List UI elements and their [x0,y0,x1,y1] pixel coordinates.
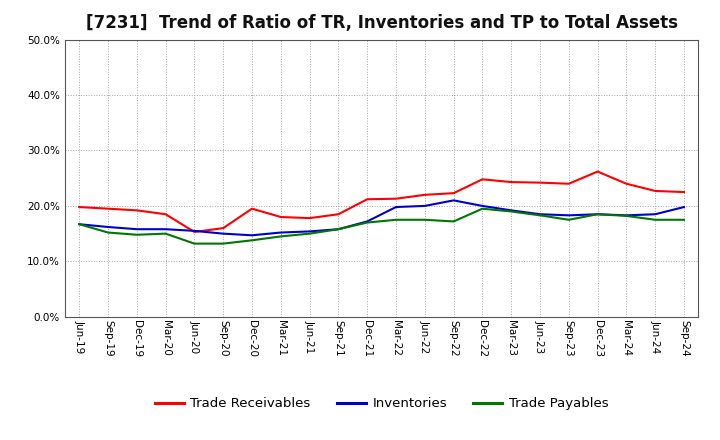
Trade Receivables [680,189,688,194]
Inventories [622,213,631,218]
Trade Receivables [363,197,372,202]
Trade Payables [507,209,516,214]
Trade Payables [305,231,314,236]
Trade Payables [75,222,84,227]
Inventories [651,212,660,217]
Trade Payables [104,230,112,235]
Line: Trade Payables: Trade Payables [79,209,684,244]
Trade Receivables [593,169,602,174]
Inventories [104,224,112,230]
Trade Receivables [392,196,400,202]
Inventories [219,231,228,236]
Trade Payables [392,217,400,222]
Trade Receivables [161,212,170,217]
Trade Receivables [248,206,256,211]
Inventories [248,233,256,238]
Inventories [132,227,141,232]
Inventories [161,227,170,232]
Inventories [593,212,602,217]
Trade Receivables [536,180,544,185]
Inventories [564,213,573,218]
Trade Receivables [219,225,228,231]
Inventories [392,205,400,210]
Line: Trade Receivables: Trade Receivables [79,172,684,232]
Trade Receivables [507,180,516,185]
Inventories [276,230,285,235]
Trade Payables [219,241,228,246]
Inventories [363,219,372,224]
Trade Receivables [651,188,660,194]
Trade Payables [363,220,372,225]
Inventories [75,222,84,227]
Inventories [420,203,429,209]
Inventories [334,227,343,232]
Trade Receivables [420,192,429,198]
Trade Receivables [104,206,112,211]
Trade Receivables [478,177,487,182]
Trade Payables [478,206,487,211]
Title: [7231]  Trend of Ratio of TR, Inventories and TP to Total Assets: [7231] Trend of Ratio of TR, Inventories… [86,15,678,33]
Inventories [507,208,516,213]
Trade Receivables [75,205,84,210]
Trade Payables [536,213,544,218]
Trade Payables [449,219,458,224]
Trade Payables [593,212,602,217]
Trade Payables [132,232,141,238]
Trade Payables [276,234,285,239]
Inventories [190,228,199,234]
Trade Payables [564,217,573,222]
Inventories [536,212,544,217]
Trade Receivables [564,181,573,187]
Trade Receivables [276,214,285,220]
Trade Receivables [334,212,343,217]
Trade Payables [622,213,631,219]
Trade Payables [680,217,688,222]
Trade Receivables [190,229,199,235]
Trade Receivables [622,181,631,187]
Trade Receivables [449,191,458,196]
Trade Payables [248,238,256,243]
Inventories [305,229,314,234]
Inventories [478,203,487,209]
Inventories [680,205,688,210]
Trade Payables [420,217,429,222]
Trade Payables [334,227,343,232]
Trade Receivables [132,208,141,213]
Trade Payables [651,217,660,222]
Trade Receivables [305,216,314,221]
Trade Payables [190,241,199,246]
Line: Inventories: Inventories [79,200,684,235]
Trade Payables [161,231,170,236]
Legend: Trade Receivables, Inventories, Trade Payables: Trade Receivables, Inventories, Trade Pa… [149,392,614,415]
Inventories [449,198,458,203]
